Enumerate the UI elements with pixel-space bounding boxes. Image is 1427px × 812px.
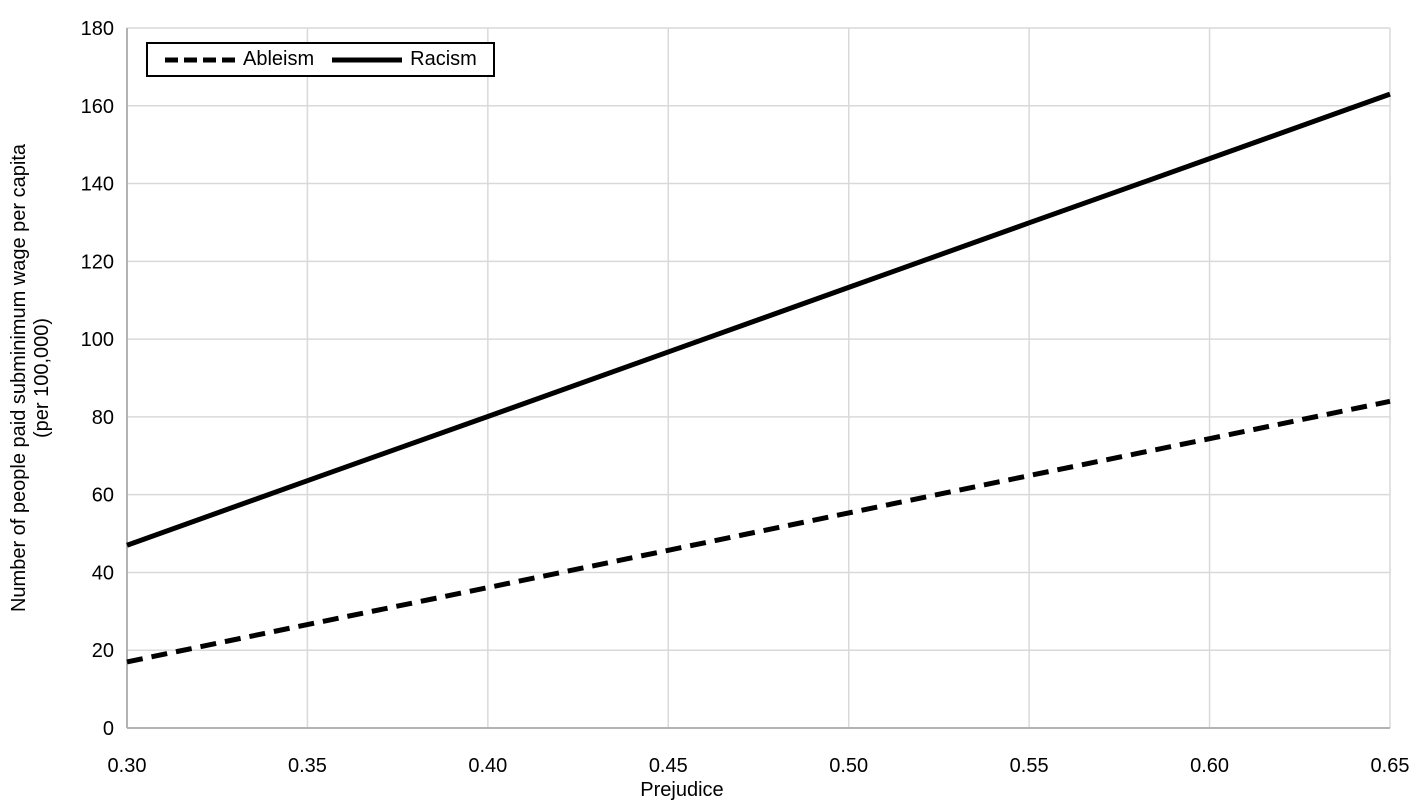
dashed-line-sample [165, 57, 235, 62]
x-axis-title: Prejudice [640, 779, 724, 801]
x-tick-label: 0.65 [1371, 755, 1410, 777]
y-axis-title-line2: (per 100,000) [31, 317, 53, 439]
y-tick-label: 100 [81, 329, 114, 351]
legend: Ableism Racism [146, 42, 495, 77]
legend-item-racism: Racism [331, 48, 477, 71]
legend-label-ableism: Ableism [243, 48, 315, 70]
series-line-ableism [126, 398, 1391, 665]
x-tick-label: 0.50 [829, 755, 868, 777]
y-tick-label: 180 [81, 18, 114, 40]
x-tick-label: 0.35 [288, 755, 327, 777]
x-tick-label: 0.45 [649, 755, 688, 777]
legend-label-racism: Racism [410, 48, 477, 70]
y-axis-title-line1: Number of people paid subminimum wage pe… [8, 143, 30, 613]
solid-line-sample [332, 57, 403, 62]
y-tick-label: 160 [81, 96, 114, 118]
y-axis-title: Number of people paid subminimum wage pe… [8, 28, 54, 728]
y-tick-label: 140 [81, 174, 114, 196]
y-tick-label: 80 [92, 407, 114, 429]
y-tick-label: 20 [92, 640, 114, 662]
legend-item-ableism: Ableism [164, 48, 314, 71]
y-tick-label: 60 [92, 485, 114, 507]
series-line-racism [126, 91, 1391, 548]
x-tick-label: 0.55 [1010, 755, 1049, 777]
x-tick-label: 0.30 [108, 755, 147, 777]
y-tick-label: 120 [81, 251, 114, 273]
x-tick-label: 0.40 [468, 755, 507, 777]
y-tick-label: 40 [92, 562, 114, 584]
y-tick-label: 0 [103, 718, 114, 740]
x-tick-label: 0.60 [1190, 755, 1229, 777]
